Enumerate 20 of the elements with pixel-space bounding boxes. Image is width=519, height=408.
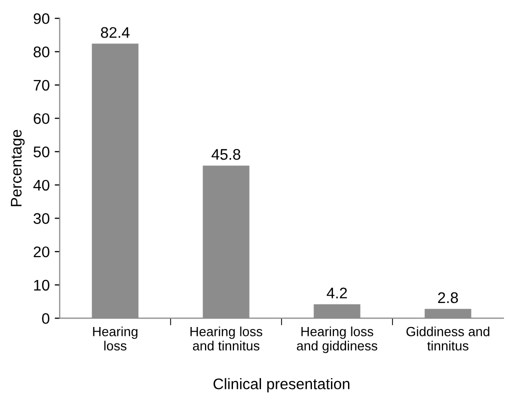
x-tick-label: Hearing loss and giddiness <box>296 326 378 354</box>
data-label: 45.8 <box>212 149 240 160</box>
y-tick-label: 30 <box>34 213 50 224</box>
y-tick-label: 50 <box>34 146 50 158</box>
x-axis-title: Clinical presentation <box>214 378 350 392</box>
y-tick-label: 10 <box>34 280 50 291</box>
x-tick-label: Giddiness and tinnitus <box>406 326 490 350</box>
y-tick-label: 60 <box>34 113 50 124</box>
x-tick-label: Hearing loss <box>93 326 138 350</box>
x-tick-label: Hearing loss and tinnitus <box>190 326 262 350</box>
y-tick-label: 40 <box>33 180 50 191</box>
data-label: 4.2 <box>326 288 347 298</box>
y-tick-label: 20 <box>34 246 50 258</box>
data-label: 2.8 <box>438 292 458 304</box>
y-axis-title: Percentage <box>10 130 25 206</box>
y-tick-label: 90 <box>34 13 50 24</box>
y-tick-label: 80 <box>34 46 50 58</box>
y-tick-label: 70 <box>34 80 50 91</box>
y-tick-label: 0 <box>42 313 50 324</box>
data-label: 82.4 <box>100 27 130 38</box>
